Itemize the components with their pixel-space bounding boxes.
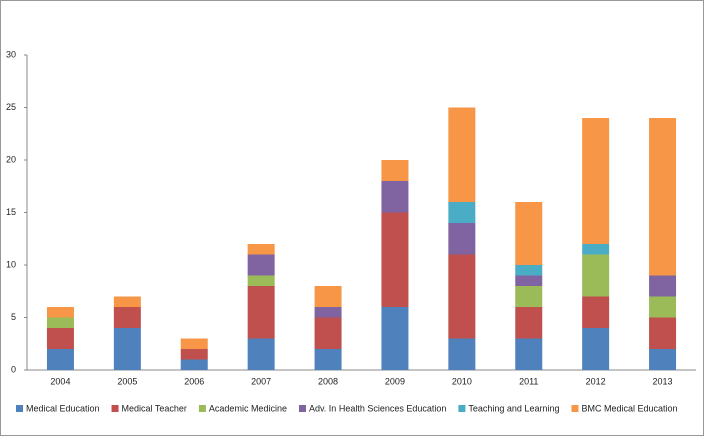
legend-swatch [111, 405, 119, 412]
x-tick-label: 2004 [50, 376, 70, 386]
bar-segment [247, 286, 275, 339]
bar-segment [314, 286, 342, 307]
bar-segment [448, 202, 476, 223]
x-tick-label: 2012 [586, 376, 606, 386]
bar-segment [515, 275, 543, 286]
bar-segment [180, 359, 208, 370]
legend-swatch [198, 405, 206, 412]
bar-segment [448, 223, 476, 255]
x-tick-label: 2013 [653, 376, 673, 386]
bar-segment [247, 338, 275, 370]
legend-swatch [458, 405, 466, 412]
legend-label: Medical Teacher [122, 403, 187, 413]
bar-segment [582, 296, 610, 328]
x-tick-label: 2008 [318, 376, 338, 386]
bar-segment [381, 212, 409, 307]
y-tick-label: 0 [11, 364, 16, 374]
bar-segment [515, 307, 543, 339]
bar-segment [381, 181, 409, 213]
y-tick-label: 30 [6, 49, 16, 59]
x-tick-label: 2005 [117, 376, 137, 386]
y-tick-label: 15 [6, 207, 16, 217]
bar-segment [649, 317, 677, 349]
bar-segment [649, 118, 677, 276]
legend-label: Medical Education [26, 403, 100, 413]
bar-segment [180, 338, 208, 349]
y-tick-label: 25 [6, 102, 16, 112]
bar-segment [314, 349, 342, 370]
bar-segment [113, 296, 141, 307]
bar-segment [113, 307, 141, 328]
bar-segment [649, 349, 677, 370]
bar-segment [515, 202, 543, 265]
bar-segment [314, 317, 342, 349]
y-tick-label: 20 [6, 154, 16, 164]
bar-segment [381, 160, 409, 181]
bar-segment [448, 338, 476, 370]
y-tick-label: 10 [6, 259, 16, 269]
bar-segment [180, 349, 208, 360]
x-tick-label: 2010 [452, 376, 472, 386]
bar-segment [113, 328, 141, 370]
bar-segment [247, 244, 275, 255]
bar-segment [515, 265, 543, 276]
bar-segment [314, 307, 342, 318]
y-tick-label: 5 [11, 312, 16, 322]
bar-segment [247, 275, 275, 286]
legend-label: BMC Medical Education [581, 403, 677, 413]
x-tick-label: 2006 [184, 376, 204, 386]
legend-label: Adv. In Health Sciences Education [309, 403, 446, 413]
bar-segment [582, 328, 610, 370]
bar-segment [247, 254, 275, 276]
bar-segment [582, 118, 610, 244]
legend-swatch [16, 405, 23, 412]
legend-swatch [571, 405, 579, 412]
bar-segment [582, 254, 610, 297]
bar-segment [649, 275, 677, 297]
bar-segment [515, 286, 543, 307]
bar-segment [582, 244, 610, 255]
bar-segment [448, 107, 476, 202]
bar-segment [515, 338, 543, 370]
legend-swatch [298, 405, 306, 412]
bar-segment [649, 296, 677, 318]
x-tick-label: 2007 [251, 376, 271, 386]
legend-label: Teaching and Learning [468, 403, 559, 413]
bar-segment [46, 349, 74, 370]
x-tick-label: 2009 [385, 376, 405, 386]
bar-segment [46, 317, 74, 328]
x-tick-label: 2011 [519, 376, 538, 386]
bar-segment [448, 254, 476, 339]
legend-label: Academic Medicine [209, 403, 287, 413]
bar-segment [381, 307, 409, 370]
bar-segment [46, 328, 74, 349]
bar-segment [46, 307, 74, 318]
